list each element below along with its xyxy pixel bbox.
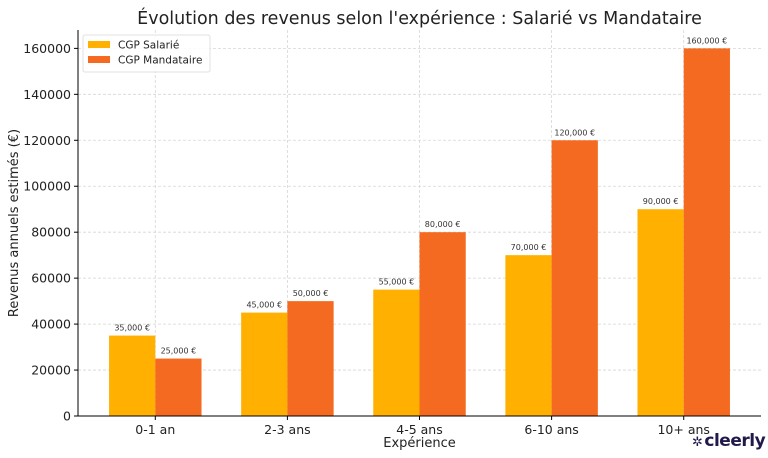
bar-salarie [109, 335, 156, 416]
y-tick-label: 80000 [31, 225, 71, 240]
y-tick-label: 160000 [23, 41, 71, 56]
data-label: 55,000 € [379, 278, 415, 287]
y-tick-label: 140000 [23, 87, 71, 102]
data-label: 90,000 € [643, 197, 679, 206]
legend-label: CGP Mandataire [118, 55, 202, 67]
data-label: 160,000 € [686, 36, 727, 45]
bar-mandataire [419, 232, 466, 416]
y-tick-label: 120000 [23, 133, 71, 148]
data-label: 80,000 € [425, 220, 461, 229]
bar-mandataire [551, 140, 598, 417]
data-label: 120,000 € [554, 128, 595, 137]
bar-mandataire [287, 301, 334, 416]
chart-title: Évolution des revenus selon l'expérience… [137, 7, 702, 29]
x-tick-label: 4-5 ans [396, 422, 442, 437]
data-label: 35,000 € [114, 324, 150, 333]
y-tick-label: 100000 [23, 179, 71, 194]
x-tick-label: 2-3 ans [264, 422, 310, 437]
legend-label: CGP Salarié [118, 40, 179, 52]
cleerly-logo: ✲ cleerly [692, 431, 766, 451]
data-label: 50,000 € [293, 289, 329, 298]
y-tick-label: 0 [63, 409, 71, 424]
data-label: 45,000 € [246, 301, 282, 310]
y-tick-label: 20000 [31, 363, 71, 378]
x-axis-label: Expérience [383, 436, 456, 451]
x-tick-label: 0-1 an [135, 422, 175, 437]
bar-salarie [241, 312, 288, 416]
logo-text: cleerly [704, 431, 766, 451]
data-label: 70,000 € [511, 243, 547, 252]
bar-mandataire [155, 358, 202, 416]
legend-swatch [88, 41, 110, 48]
bar-salarie [373, 289, 420, 416]
legend-box [82, 34, 211, 73]
y-tick-label: 40000 [31, 317, 71, 332]
x-tick-label: 10+ ans [657, 422, 709, 437]
legend-swatch [88, 56, 110, 63]
bar-mandataire [683, 48, 730, 416]
logo-star-icon: ✲ [692, 435, 703, 450]
bar-salarie [637, 209, 684, 416]
bar-salarie [505, 255, 552, 416]
y-tick-label: 60000 [31, 271, 71, 286]
y-axis-label: Revenus annuels estimés (€) [7, 129, 22, 317]
x-tick-label: 6-10 ans [524, 422, 578, 437]
data-label: 25,000 € [161, 347, 197, 356]
